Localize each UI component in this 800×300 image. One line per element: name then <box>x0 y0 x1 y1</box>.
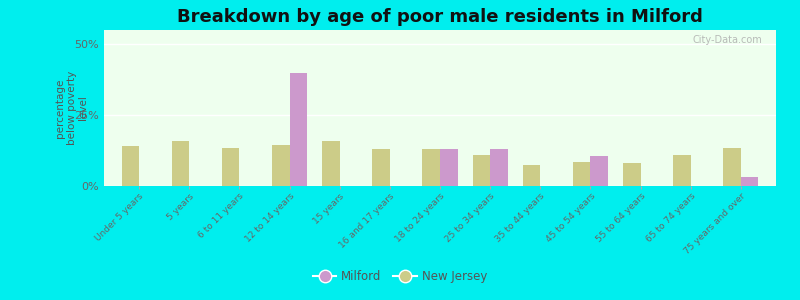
Bar <box>422 149 440 186</box>
Text: City-Data.com: City-Data.com <box>693 35 762 45</box>
Bar <box>272 145 290 186</box>
Bar <box>623 163 641 186</box>
Bar <box>222 148 239 186</box>
Bar <box>440 149 458 186</box>
Legend: Milford, New Jersey: Milford, New Jersey <box>308 266 492 288</box>
Bar <box>741 178 758 186</box>
Bar <box>490 149 508 186</box>
Bar <box>372 149 390 186</box>
Bar <box>522 165 540 186</box>
Y-axis label: percentage
below poverty
level: percentage below poverty level <box>55 71 88 145</box>
Bar <box>590 156 608 186</box>
Title: Breakdown by age of poor male residents in Milford: Breakdown by age of poor male residents … <box>177 8 703 26</box>
Bar <box>573 162 590 186</box>
Bar <box>473 155 490 186</box>
Bar <box>723 148 741 186</box>
Bar <box>290 73 307 186</box>
Bar <box>122 146 139 186</box>
Bar <box>172 141 190 186</box>
Bar <box>673 155 690 186</box>
Bar <box>322 141 340 186</box>
